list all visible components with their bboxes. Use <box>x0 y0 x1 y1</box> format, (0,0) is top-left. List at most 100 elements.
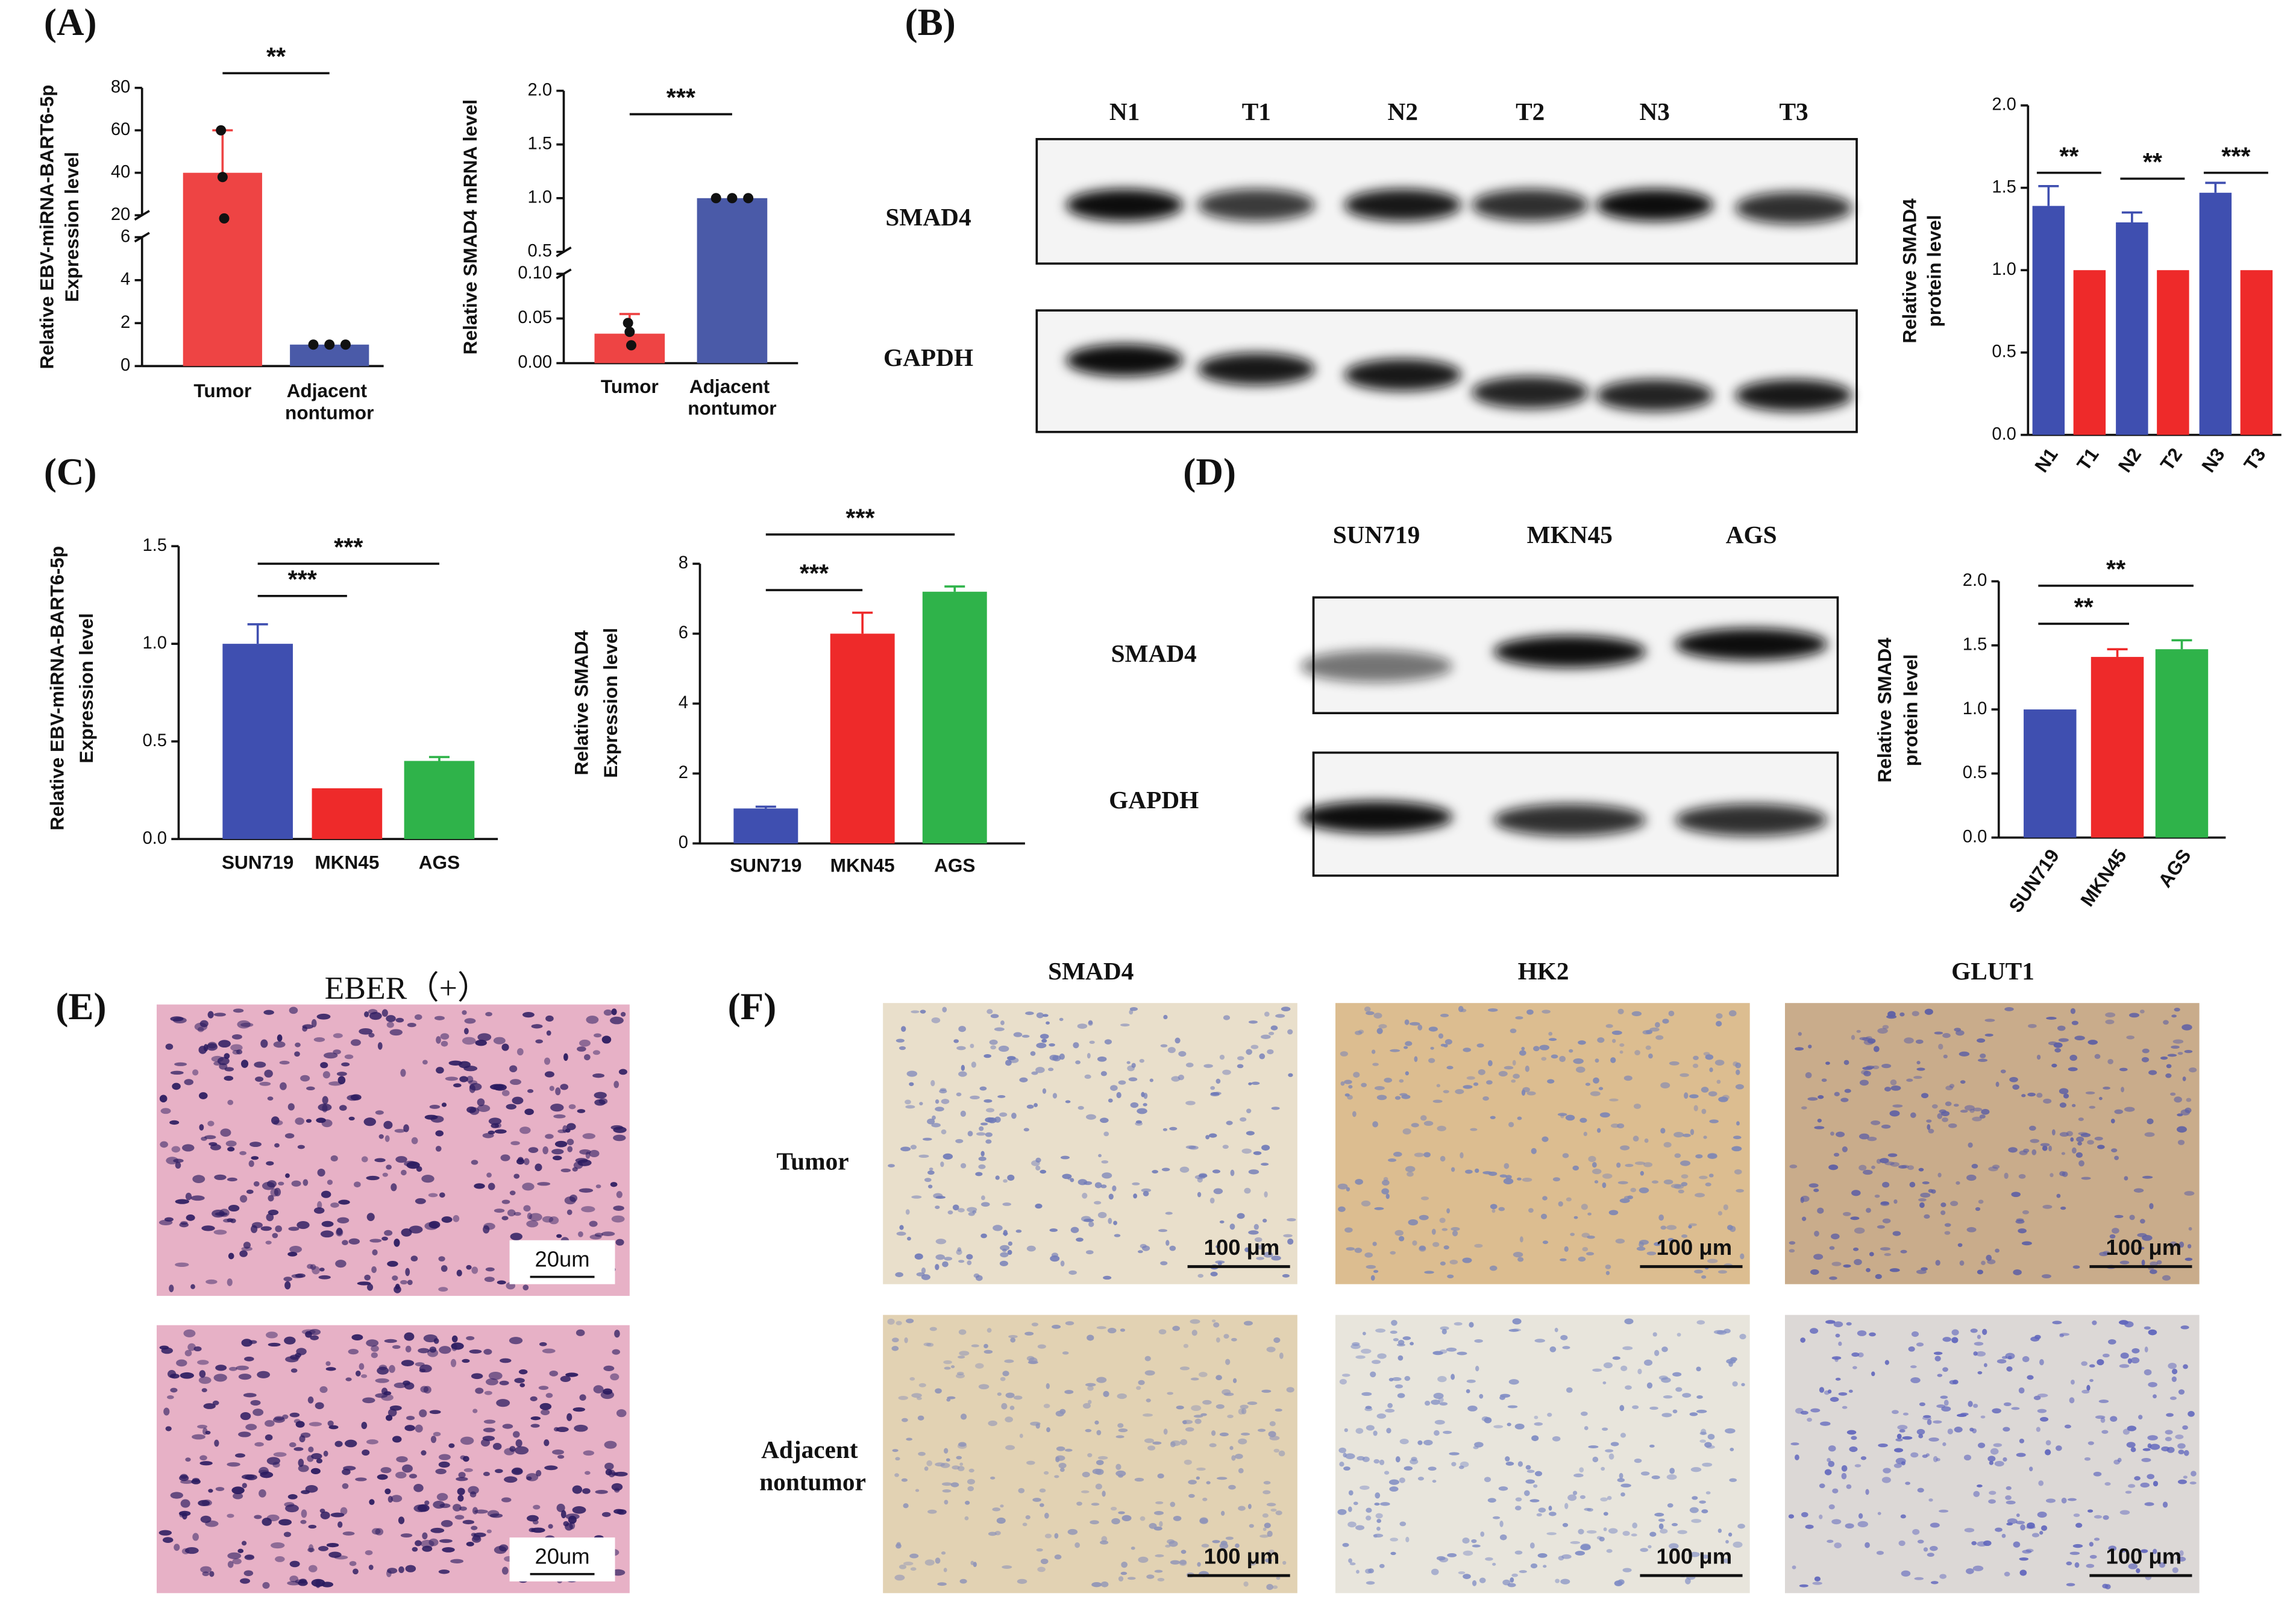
cell <box>322 1071 330 1079</box>
cell <box>613 1509 624 1514</box>
y-tick-label: 2 <box>679 763 688 782</box>
cell <box>1827 1539 1834 1543</box>
cell <box>1044 1533 1052 1539</box>
scale-bar-label: 20um <box>535 1544 589 1569</box>
cell <box>1558 1556 1564 1561</box>
cell <box>273 1041 286 1048</box>
cell <box>2004 1007 2014 1011</box>
cell <box>1269 1421 1276 1427</box>
cell <box>371 1345 379 1352</box>
cell <box>2036 1427 2040 1432</box>
cell <box>1977 1371 1983 1375</box>
cell <box>1433 1392 1444 1399</box>
cell <box>1909 1181 1916 1188</box>
cell <box>471 1536 481 1543</box>
cell <box>1643 1359 1653 1366</box>
cell <box>469 1107 480 1115</box>
cell <box>2119 1364 2130 1368</box>
cell <box>1026 1245 1036 1252</box>
micrograph <box>1335 1315 1750 1594</box>
cell <box>1525 1479 1535 1484</box>
cell <box>1288 1073 1293 1077</box>
cell <box>384 1488 391 1495</box>
cell <box>2097 1145 2105 1149</box>
cell <box>1654 1242 1661 1246</box>
cell <box>1595 1058 1599 1063</box>
cell <box>1619 1050 1623 1054</box>
cell <box>327 1180 333 1185</box>
cell <box>2094 1538 2100 1541</box>
significance-label: *** <box>800 560 829 588</box>
cell <box>266 1331 278 1339</box>
cell <box>1602 1182 1607 1189</box>
cell <box>395 1471 407 1479</box>
cell <box>1964 1105 1975 1111</box>
cell <box>236 1365 249 1371</box>
cell <box>1087 1334 1094 1341</box>
cell <box>2178 1389 2185 1395</box>
cell <box>2004 1571 2010 1577</box>
cell <box>306 1119 312 1123</box>
cell <box>1526 1009 1534 1015</box>
cell <box>1707 1433 1715 1440</box>
cell <box>1341 1374 1350 1377</box>
cell <box>1279 1352 1284 1359</box>
cell <box>1384 1471 1390 1475</box>
cell <box>1980 1054 1986 1058</box>
cell <box>1110 1085 1118 1091</box>
cell <box>254 1515 262 1519</box>
cell <box>944 1500 949 1505</box>
cell <box>1639 1242 1644 1248</box>
cell <box>475 1040 487 1046</box>
bar <box>830 633 895 844</box>
cell <box>1939 1574 1946 1579</box>
cell <box>1449 1452 1460 1456</box>
cell <box>1960 1080 1966 1084</box>
cell <box>1938 1043 1943 1050</box>
cell <box>199 1461 213 1466</box>
cell <box>308 1565 318 1572</box>
cell <box>1343 1466 1350 1471</box>
cell <box>601 1231 615 1236</box>
cell <box>1924 1214 1930 1219</box>
cell <box>1372 1063 1379 1066</box>
cell <box>1668 1010 1675 1017</box>
cell <box>1407 1172 1414 1177</box>
cell <box>1240 1404 1249 1409</box>
cell <box>1141 1188 1152 1193</box>
cell <box>1498 1070 1508 1077</box>
cell <box>1479 1393 1484 1399</box>
cell <box>250 1225 258 1233</box>
cell <box>1894 1448 1904 1453</box>
cell <box>566 1413 572 1421</box>
cell <box>1075 1060 1081 1064</box>
cell <box>357 1281 371 1286</box>
cell <box>2112 1228 2119 1234</box>
cell <box>999 1112 1008 1117</box>
cell <box>1250 1044 1259 1049</box>
cell <box>556 1427 569 1433</box>
cell <box>1256 1257 1264 1260</box>
cell <box>1610 1057 1616 1063</box>
cell <box>1508 1379 1519 1385</box>
cell <box>1215 1078 1221 1084</box>
cell <box>1708 1091 1717 1097</box>
cell <box>1131 1547 1135 1550</box>
cell <box>1675 1387 1683 1392</box>
scale-bar-label: 100 μm <box>2106 1544 2182 1569</box>
cell <box>2136 1568 2141 1574</box>
cell <box>968 1212 975 1216</box>
cell <box>199 1124 204 1131</box>
cell <box>959 1578 967 1584</box>
cell <box>986 1328 992 1333</box>
cell <box>1666 1225 1677 1230</box>
cell <box>1916 1269 1927 1274</box>
cell <box>1579 1495 1586 1500</box>
cell <box>1917 1487 1924 1493</box>
cell <box>381 1387 388 1395</box>
cell <box>2071 1147 2077 1154</box>
cell <box>2028 1023 2037 1028</box>
cell <box>952 1465 960 1470</box>
x-tick-label: SUN719 <box>222 852 293 873</box>
cell <box>529 1213 542 1222</box>
